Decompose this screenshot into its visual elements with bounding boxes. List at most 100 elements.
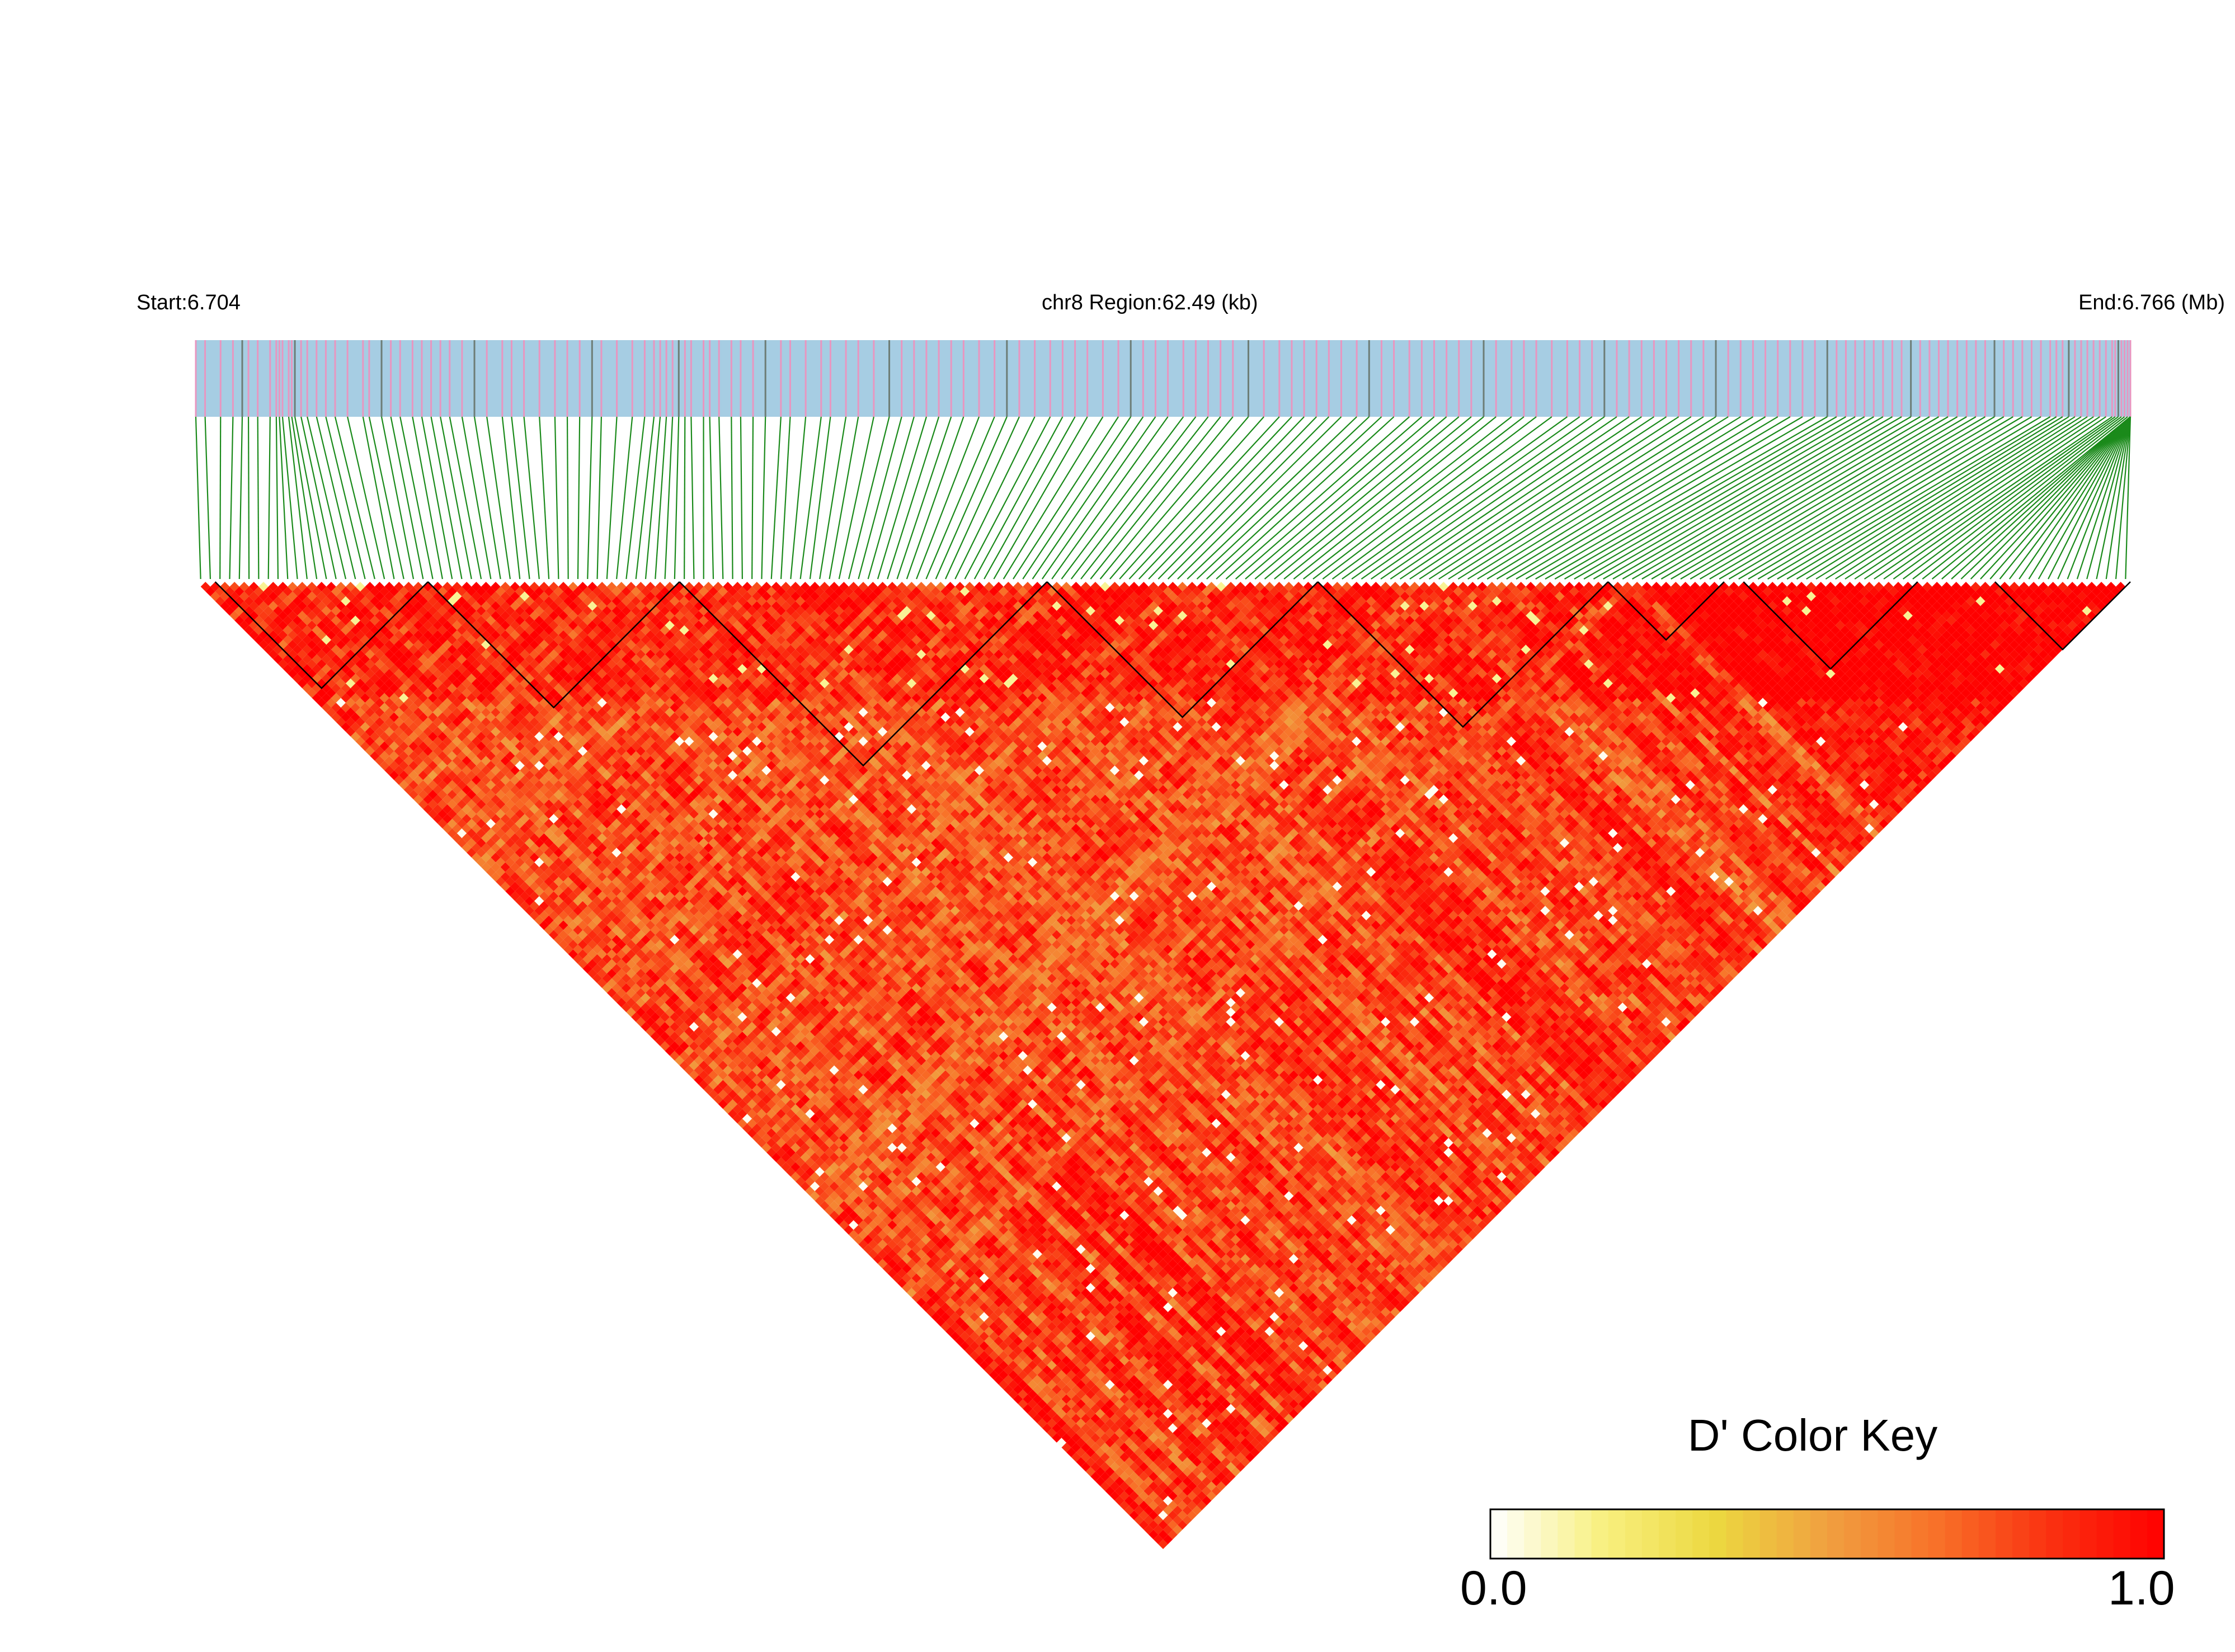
snp-connector [1167,416,1330,580]
snp-connector [1158,416,1317,580]
snp-connector [1941,416,2131,580]
snp-connector [2018,416,2131,580]
snp-connector [1874,416,2112,580]
snp-connector [281,416,298,580]
ld-cell [959,1341,970,1351]
snp-connector [1371,416,1605,580]
snp-connector [1980,416,2131,580]
snp-connector [1254,416,1447,580]
snp-connector [1177,416,1342,580]
snp-position-band [195,340,2132,417]
snp-connector [421,416,453,580]
snp-connector [718,416,724,580]
ld-triangle-cells [200,582,2126,1549]
snp-connector [1390,416,1630,580]
snp-connector [973,416,1064,580]
snp-connector [1845,416,2094,580]
snp-connector [1351,416,1580,580]
snp-connector [1786,416,2057,580]
snp-connector [1574,416,1856,580]
ld-cell [839,1220,849,1230]
snp-connector [596,416,603,580]
snp-connector [1680,416,1958,580]
snp-connector [1999,416,2131,580]
ld-cell [288,669,298,679]
ld-cell [244,625,254,636]
snp-connector [1409,416,1654,580]
snp-connector [1525,416,1803,580]
ld-cell [959,1331,970,1342]
ld-cell [558,939,568,950]
snp-connector [1738,416,2013,580]
ld-cell [437,818,448,829]
snp-connector [501,416,521,580]
snp-connector [1061,416,1184,580]
snp-connector [838,416,874,580]
snp-connector [1003,416,1104,580]
snp-connector [195,416,201,580]
snp-connector [1912,416,2125,580]
ld-cell [597,978,607,989]
ld-cell [408,780,418,790]
snp-connector [1438,416,1692,580]
snp-connector [1612,416,1893,580]
snp-connector [1989,416,2131,580]
snp-connector [1864,416,2106,580]
ld-cell [689,1060,699,1071]
snp-connector [362,416,395,580]
snp-connector [368,416,404,580]
snp-connector [935,416,1008,580]
snp-connector [2008,416,2131,580]
snp-connector [1641,416,1921,580]
snp-connector [1951,416,2131,580]
ld-cell [529,901,539,911]
snp-connector [380,416,415,580]
snp-connector [1013,416,1119,580]
snp-connector [1225,416,1410,580]
ld-cell [718,1099,728,1109]
ld-cell [626,997,636,1008]
snp-connector [848,416,890,580]
ld-cell [931,1302,941,1312]
snp-connector [1671,416,1949,580]
ld-cell [360,741,370,751]
snp-connector [247,416,250,580]
ld-cell [345,717,356,727]
snp-connector [1322,416,1537,580]
snp-connector [1719,416,1995,580]
snp-connector [1128,416,1280,580]
snp-connector [440,416,472,580]
snp-connector [1245,416,1435,580]
snp-connector [1361,416,1593,580]
snp-connector [1767,416,2041,580]
ld-cell [229,610,239,621]
ld-cell [868,1249,878,1259]
ld-cell [747,1118,757,1128]
snp-connector [664,416,674,580]
ld-cell [1138,1520,1149,1530]
ld-cell [273,654,283,664]
ld-cell [437,809,448,819]
snp-connector [1700,416,1977,580]
ld-cell [897,1278,907,1288]
snp-connector [1960,416,2131,580]
snp-connector [449,416,482,580]
snp-connector [887,416,940,580]
ld-cell [331,712,341,722]
ld-cell [544,925,554,935]
snp-connector [1467,416,1729,580]
snp-connector [1622,416,1902,580]
snp-connector [1312,416,1524,580]
snp-connector [1806,416,2069,580]
snp-connector [964,416,1051,580]
ld-cell [839,1210,849,1221]
snp-connector [1554,416,1837,580]
ld-cell [423,794,433,804]
snp-connector [1825,416,2082,580]
snp-connector [925,416,995,580]
ld-cell [810,1181,820,1192]
ld-cell [563,944,573,954]
snp-connector [829,416,859,580]
snp-connector [2057,416,2132,580]
snp-connector [288,416,308,580]
